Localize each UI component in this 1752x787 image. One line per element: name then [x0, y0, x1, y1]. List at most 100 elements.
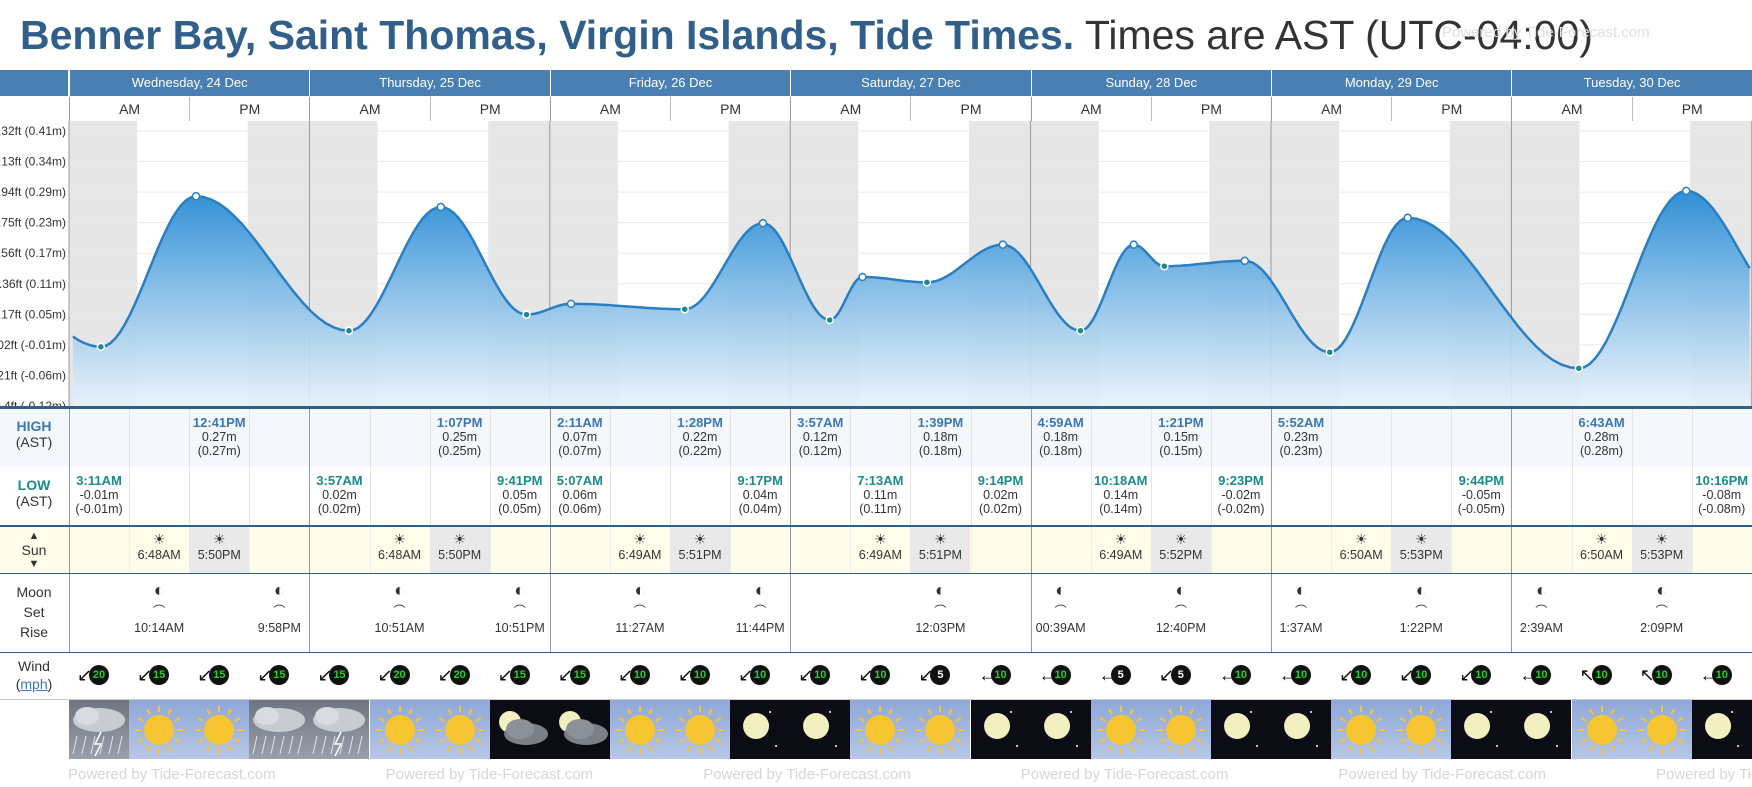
- tide-time: 12:41PM: [192, 415, 246, 430]
- high-row-bg: [0, 409, 1752, 467]
- sunrise-icon: ☀: [152, 531, 166, 547]
- pm-label: PM: [1391, 97, 1511, 121]
- tide-slot-separator: [249, 409, 251, 525]
- wind-speed: 10: [1291, 665, 1312, 685]
- pm-label: PM: [670, 97, 790, 121]
- tide-height: 0.07m: [562, 430, 598, 444]
- tide-height-paren: (-0.01m): [75, 502, 123, 516]
- cloud-glyph-icon: [72, 707, 126, 757]
- sun-icon: [129, 700, 190, 759]
- sun-slot-separator: [1451, 527, 1453, 573]
- low-tide-point: [1076, 326, 1085, 335]
- sun-icon: [369, 700, 430, 759]
- wind-speed: 15: [209, 665, 230, 685]
- sun-slot-separator: [730, 527, 732, 573]
- wind-speed: 15: [509, 665, 530, 685]
- moon-glyph-icon: [983, 711, 1018, 747]
- tide-height-paren: (0.05m): [498, 502, 542, 516]
- moon-slot-separator: [1391, 574, 1393, 652]
- hi-tide-cell: 1:39PM 0.18m (0.18m): [910, 416, 970, 459]
- powered-by-repeat: Powered by Tide-Forecast.com: [68, 766, 276, 783]
- tide-height-paren: (0.27m): [197, 444, 241, 458]
- sun-slot-separator: [850, 527, 852, 573]
- sunrise-time: 6:48AM: [378, 548, 422, 562]
- wind-speed: 20: [89, 665, 110, 685]
- high-tide-point: [1129, 240, 1139, 249]
- sun-up-arrow-icon: ▲: [28, 530, 40, 542]
- powered-by-repeat: Powered by Tide-Forecast.com: [1020, 766, 1229, 783]
- wind-direction-icon: ↙: [1399, 665, 1415, 685]
- hi-tide-cell: 5:52AM 0.23m (0.23m): [1271, 416, 1331, 459]
- tide-height-paren: (0.12m): [798, 444, 842, 458]
- wind-speed: 10: [750, 665, 771, 685]
- moon-icon: [970, 700, 1031, 759]
- pm-label: PM: [1631, 97, 1752, 121]
- moon-slot-separator: [309, 574, 311, 652]
- wind-direction-icon: ↖: [1639, 665, 1655, 685]
- high-tide-point: [566, 299, 576, 309]
- tide-height-paren: (0.04m): [738, 502, 782, 516]
- moon-cell: ◐ ⌒ 12:03PM: [910, 579, 970, 635]
- tide-height: -0.08m: [1702, 488, 1742, 502]
- wind-speed: 10: [1230, 665, 1251, 685]
- wind-direction-icon: ↙: [377, 665, 393, 685]
- moon-phase-icon: ◐: [935, 580, 946, 600]
- sun-icon: [1331, 700, 1392, 759]
- tide-slot-separator: [549, 409, 551, 525]
- moon-slot-separator: [1090, 574, 1092, 652]
- y-axis-label: -0.02ft (-0.01m): [0, 338, 66, 352]
- wind-speed: 10: [1711, 665, 1732, 685]
- sun-icon: [1150, 700, 1211, 759]
- tide-time: 6:43AM: [1578, 415, 1625, 430]
- sunset-cell-bg: [910, 527, 971, 573]
- moon-time: 1:37AM: [1279, 621, 1323, 635]
- lo-tide-cell: 9:41PM 0.05m (0.05m): [490, 474, 550, 517]
- lo-tide-cell: 3:11AM -0.01m (-0.01m): [69, 474, 129, 517]
- moon-slot-separator: [69, 574, 70, 652]
- moon-phase-icon: ◐: [1055, 580, 1067, 600]
- night-storm-icon: [549, 700, 610, 759]
- wind-unit-link[interactable]: mph: [20, 676, 48, 692]
- y-axis-label: -0.21ft (-0.06m): [0, 368, 66, 382]
- moon-cell: ◐ ⌒ 11:27AM: [610, 579, 670, 635]
- sunset-cell-bg: [189, 527, 250, 573]
- low-row-bg: [0, 467, 1752, 525]
- moon-slot-separator: [970, 574, 972, 652]
- moon-glyph-icon: [1043, 711, 1078, 747]
- tide-height-paren: (0.22m): [678, 444, 722, 458]
- sun-slot-separator: [790, 527, 792, 573]
- moon-icon: [730, 700, 791, 759]
- sun-slot-separator: [1571, 527, 1573, 573]
- wind-speed: 5: [930, 665, 951, 685]
- sun-glyph-icon: [1637, 706, 1686, 754]
- wind-speed: 10: [690, 665, 711, 685]
- tide-height: 0.22m: [682, 430, 718, 444]
- moon-rise-label: Rise: [19, 624, 48, 640]
- lo-tide-cell: 9:17PM 0.04m (0.04m): [730, 474, 790, 517]
- wind-speed: 10: [629, 665, 650, 685]
- moon-time: 10:51AM: [374, 621, 425, 635]
- powered-by-bottom: Powered by Tide-Forecast.com Powered by T…: [68, 763, 1752, 787]
- tide-slot-separator: [309, 409, 311, 525]
- moon-phase-icon: ◐: [1536, 580, 1547, 600]
- sun-glyph-icon: [856, 706, 905, 754]
- sunset-cell: ☀ 5:51PM: [910, 530, 970, 562]
- moon-time: 1:22PM: [1399, 621, 1443, 635]
- moon-cell: ◐ ⌒ 1:22PM: [1391, 579, 1451, 635]
- moon-icon: [1271, 700, 1332, 759]
- sunrise-cell: ☀ 6:50AM: [1331, 530, 1391, 562]
- tide-height-paren: (0.18m): [918, 444, 962, 458]
- left-ampm-blank: [0, 97, 68, 121]
- moon-slot-separator: [1331, 574, 1333, 652]
- moon-slot-separator: [429, 574, 431, 652]
- sunrise-time: 6:49AM: [1099, 548, 1143, 562]
- moon-time: 10:14AM: [134, 621, 185, 635]
- high-tide-point: [998, 240, 1008, 249]
- wind-cell: ↙ 10: [1451, 664, 1511, 688]
- sun-label: ▲ Sun ▼: [0, 530, 68, 570]
- wind-speed: 20: [449, 665, 470, 685]
- sun-slot-separator: [1090, 527, 1092, 573]
- moon-slot-separator: [609, 574, 611, 652]
- moon-cell: ◐ ⌒ 00:39AM: [1031, 579, 1091, 635]
- tide-slot-separator: [1631, 409, 1633, 525]
